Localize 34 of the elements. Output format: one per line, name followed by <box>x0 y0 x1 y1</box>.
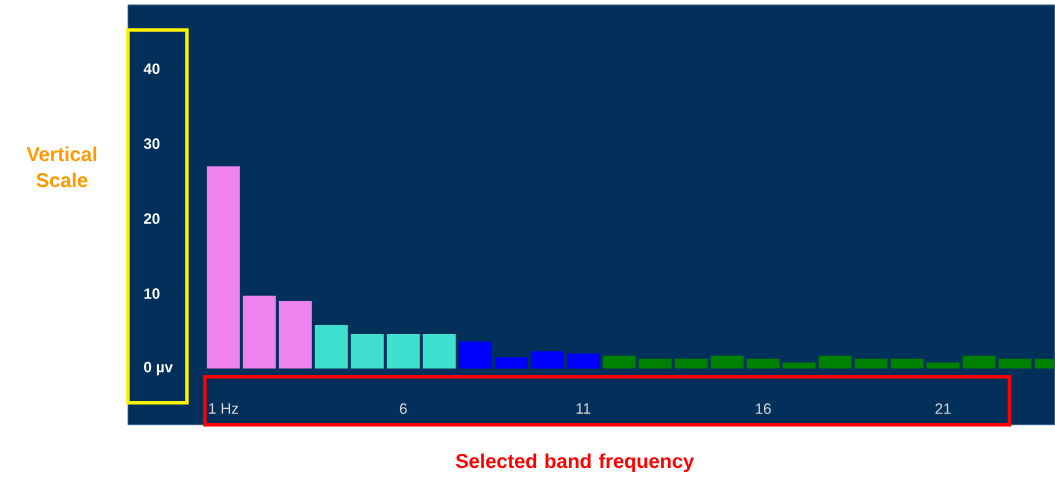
bar <box>818 355 852 369</box>
x-tick-label: 6 <box>399 403 407 415</box>
bar <box>458 341 492 369</box>
bar <box>710 355 744 369</box>
bar <box>530 351 564 369</box>
bar <box>494 357 528 369</box>
bar <box>242 295 276 369</box>
text: Selected band frequency <box>455 453 695 473</box>
y-tick-label: 40 <box>143 63 160 75</box>
bar <box>206 166 240 369</box>
bar <box>854 358 888 369</box>
x-tick-label: 16 <box>755 403 771 415</box>
bar <box>350 334 384 369</box>
bar <box>422 334 456 369</box>
bar <box>890 358 924 369</box>
text: Vertical Scale <box>26 146 97 188</box>
bar <box>386 334 420 369</box>
bar <box>566 353 600 369</box>
x-tick-label: 11 <box>576 403 591 414</box>
x-tick-label: 21 <box>935 403 951 414</box>
bar <box>602 355 636 369</box>
bar <box>926 362 960 369</box>
bar <box>674 358 708 369</box>
x-tick-label: 1 Hz <box>209 403 239 414</box>
y-tick-label: 10 <box>144 288 160 300</box>
bar <box>746 358 780 369</box>
bar <box>278 301 312 369</box>
bar <box>962 355 996 369</box>
y-tick-label: 0 µv <box>144 361 173 376</box>
y-tick-label: 30 <box>143 138 160 150</box>
bar <box>782 362 816 369</box>
bar <box>638 358 672 369</box>
y-tick-label: 20 <box>143 213 160 225</box>
bar <box>314 325 348 369</box>
